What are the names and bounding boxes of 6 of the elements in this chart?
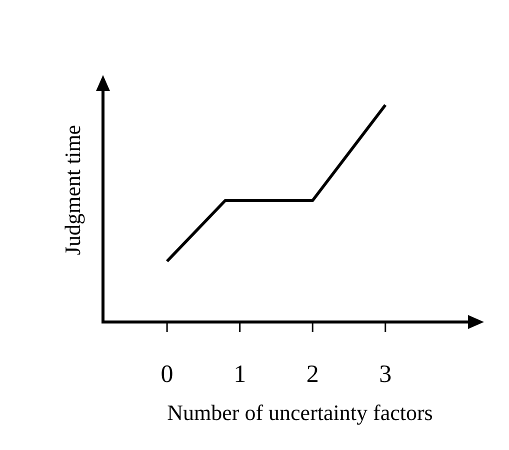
y-axis-title: Judgment time [60,124,85,256]
x-tick-label: 3 [379,360,392,388]
x-axis-title: Number of uncertainty factors [167,400,433,425]
x-tick-label: 2 [306,360,319,388]
x-tick-label: 1 [234,360,246,388]
x-tick-label: 0 [160,360,174,388]
